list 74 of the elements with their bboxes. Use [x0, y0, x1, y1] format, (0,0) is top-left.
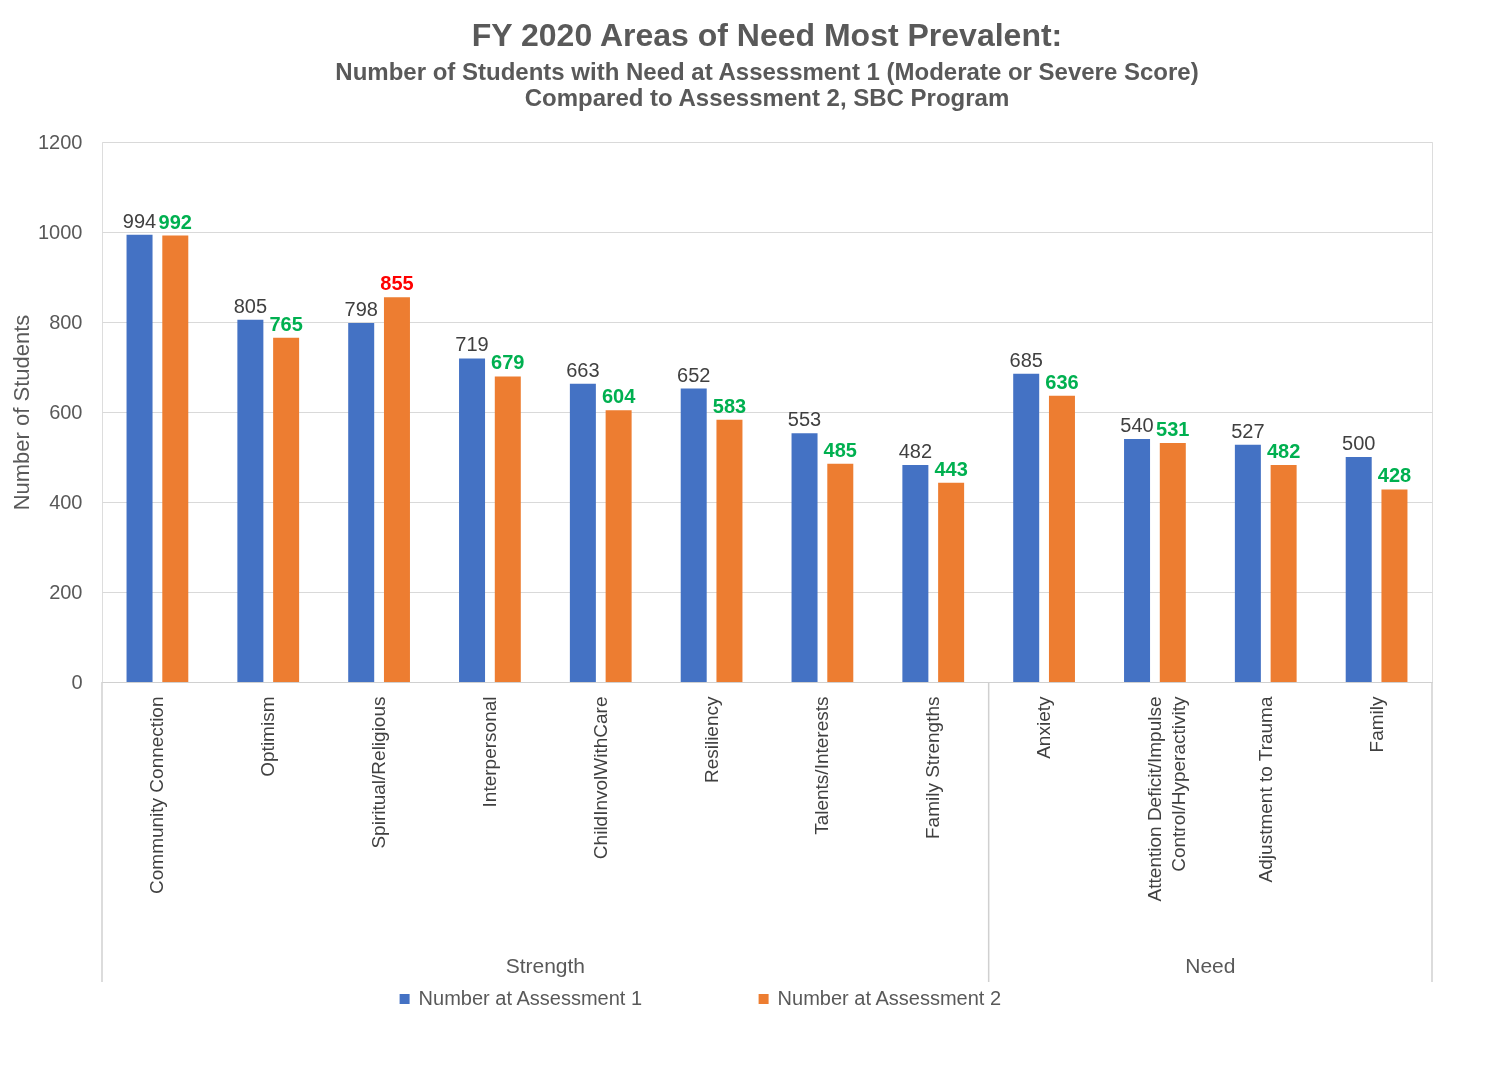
bar [902, 465, 929, 682]
bar [569, 383, 596, 682]
data-label: 553 [787, 408, 822, 431]
text: Need [1185, 954, 1236, 977]
text: Strength [505, 954, 586, 977]
x-tick-label: Adjustment to Trauma [1254, 696, 1276, 883]
bar [162, 235, 189, 682]
x-tick-label: Community Connection [146, 696, 168, 894]
data-label: 994 [122, 209, 157, 232]
data-label: 531 [1156, 418, 1190, 441]
data-label: 636 [1045, 370, 1079, 393]
data-label: 652 [677, 363, 711, 386]
y-tick-label: 0 [71, 670, 83, 693]
bar [1159, 443, 1186, 682]
bar [1270, 465, 1297, 682]
y-tick-label: 800 [49, 310, 83, 333]
bar [1234, 444, 1261, 682]
x-tick-label: Optimism [257, 696, 279, 777]
x-tick-label: Spiritual/Religious [368, 696, 390, 849]
bar [494, 376, 521, 682]
x-tick-label: Interpersonal [478, 696, 500, 808]
bar [1013, 373, 1040, 682]
data-label: 482 [1266, 440, 1301, 463]
bar [459, 358, 486, 682]
x-tick-label: Anxiety [1033, 696, 1055, 759]
bar [273, 337, 300, 682]
bar [1381, 489, 1408, 682]
data-label: 485 [823, 438, 857, 461]
bar [605, 410, 632, 682]
y-tick-label: 200 [49, 580, 83, 603]
data-label: 663 [566, 358, 600, 381]
y-tick-label: 1200 [38, 130, 83, 153]
bar [1124, 439, 1151, 682]
data-label: 685 [1009, 348, 1043, 371]
x-tick-label: Family [1365, 696, 1387, 753]
x-tick-label: Family Strengths [922, 696, 944, 840]
data-label: 428 [1377, 464, 1412, 487]
data-label: 805 [233, 294, 268, 317]
data-label: 604 [601, 385, 637, 408]
data-label: 798 [344, 297, 378, 320]
y-axis-title: Number of Students [9, 314, 35, 511]
x-tick-label: Resiliency [700, 696, 722, 784]
y-tick-label: 1000 [38, 220, 83, 243]
bar [1345, 457, 1372, 682]
legend-label: Number at Assessment 2 [777, 987, 1002, 1009]
y-tick-label: 600 [49, 400, 83, 423]
data-label: 482 [898, 440, 933, 463]
data-label: 540 [1120, 414, 1154, 436]
data-label: 765 [269, 312, 303, 335]
x-tick-label: Talents/Interests [811, 696, 833, 835]
bar [383, 297, 410, 682]
bar [237, 319, 264, 682]
legend-label: Number at Assessment 1 [418, 987, 643, 1009]
data-label: 679 [491, 351, 525, 374]
x-tick-label: Attention Deficit/Impulse Control/Hyperactivity [1143, 696, 1189, 902]
bar [680, 388, 707, 682]
data-label: 527 [1231, 419, 1265, 442]
bar [938, 482, 965, 682]
bar [791, 433, 818, 682]
data-label: 992 [158, 210, 192, 233]
data-label: 500 [1342, 432, 1376, 454]
chart-title: FY 2020 Areas of Need Most Prevalent: [471, 17, 1063, 53]
y-tick-label: 400 [49, 490, 83, 513]
chart-subtitle: Number of Students with Need at Assessment 1 (Moderate or Severe Score) Compared to Assessment 2, SBC Program [335, 58, 1199, 111]
data-label: 719 [455, 333, 489, 356]
bar [348, 322, 375, 682]
data-label: 583 [712, 394, 747, 417]
x-tick-label: ChildInvolWithCare [589, 696, 611, 860]
data-label: 443 [934, 457, 968, 480]
data-label: 855 [380, 272, 414, 295]
bar [126, 234, 153, 682]
bar [827, 463, 854, 682]
bar [1048, 395, 1075, 682]
bar [716, 419, 743, 682]
